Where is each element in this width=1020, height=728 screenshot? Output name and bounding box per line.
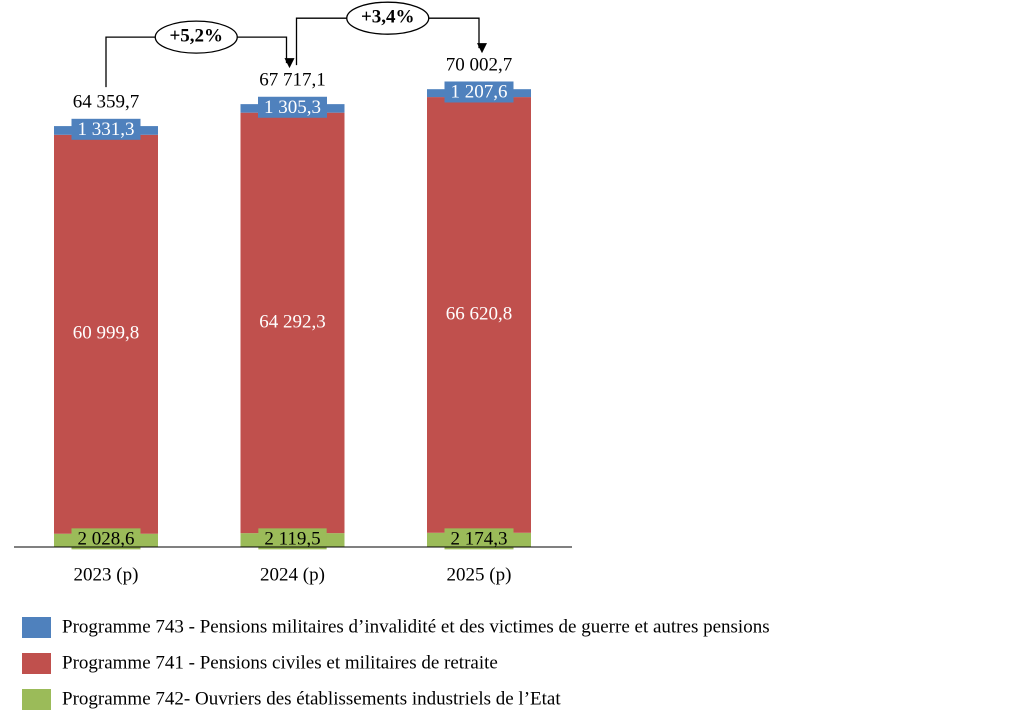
growth-label: +3,4% <box>361 7 415 28</box>
data-label: 66 620,8 <box>446 303 513 324</box>
data-label: 2 028,6 <box>78 528 135 549</box>
data-label: 1 331,3 <box>78 119 135 140</box>
legend-label: Programme 742- Ouvriers des établissemen… <box>62 688 561 709</box>
label-box <box>71 528 141 550</box>
total-label: 64 359,7 <box>73 91 140 112</box>
legend-swatch <box>22 689 51 710</box>
bar-segment <box>54 134 158 534</box>
x-tick-label: 2025 (p) <box>447 564 512 585</box>
data-label: 1 305,3 <box>264 97 321 118</box>
label-box <box>258 96 327 118</box>
x-tick-label: 2023 (p) <box>74 564 139 585</box>
data-label: 60 999,8 <box>73 323 140 344</box>
growth-ellipse <box>346 1 430 35</box>
label-box <box>444 528 514 550</box>
total-label: 70 002,7 <box>446 55 513 76</box>
bar-segment <box>427 97 531 533</box>
data-label: 1 207,6 <box>451 81 508 102</box>
growth-label: +5,2% <box>169 25 223 46</box>
legend-swatch <box>22 653 51 674</box>
x-tick-label: 2024 (p) <box>260 564 325 585</box>
label-box <box>444 81 514 103</box>
growth-ellipse <box>154 20 238 54</box>
legend-label: Programme 741 - Pensions civiles et mili… <box>62 652 498 673</box>
legend-swatch <box>22 617 51 638</box>
legend-label: Programme 743 - Pensions militaires d’in… <box>62 616 770 637</box>
data-label: 64 292,3 <box>259 311 326 332</box>
label-box <box>71 118 141 140</box>
total-label: 67 717,1 <box>259 69 326 90</box>
data-label: 2 174,3 <box>451 528 508 549</box>
label-box <box>258 528 327 550</box>
bar-segment <box>240 112 345 534</box>
data-label: 2 119,5 <box>264 528 320 549</box>
